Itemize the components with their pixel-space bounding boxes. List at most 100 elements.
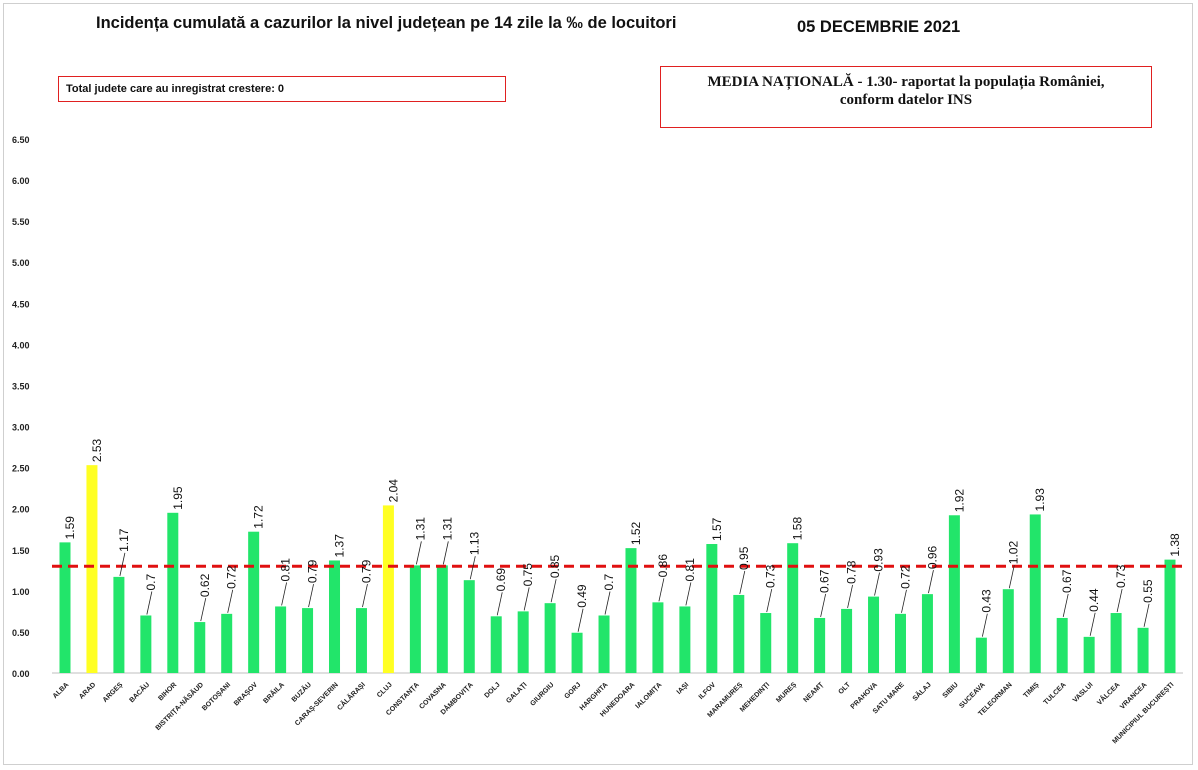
data-label: 1.38 (1168, 533, 1182, 557)
y-tick-label: 3.50 (12, 381, 30, 391)
bar-galați (517, 611, 529, 673)
data-label: 1.02 (1006, 541, 1020, 565)
bar-suceava (975, 637, 987, 673)
bar-neamț (814, 617, 826, 673)
x-tick-label: ARGEȘ (102, 681, 125, 704)
data-label-leader (901, 589, 907, 613)
x-tick-label: CĂLĂRAȘI (335, 680, 367, 712)
data-label-leader (362, 584, 368, 608)
x-tick-label: BACĂU (127, 680, 151, 704)
bar-mehedinți (760, 613, 772, 673)
data-label-leader (658, 578, 665, 602)
bar-dolj (490, 616, 502, 673)
x-tick-label: SĂLAJ (910, 680, 933, 703)
data-label-leader (1089, 612, 1096, 636)
data-label: 0.81 (683, 558, 697, 582)
data-label: 0.44 (1087, 588, 1101, 612)
bar-cluj (382, 505, 394, 673)
data-label-leader (577, 608, 584, 632)
data-label-leader (308, 584, 314, 608)
bar-vaslui (1083, 636, 1095, 673)
x-tick-label: NEAMȚ (802, 681, 825, 704)
data-label: 1.37 (333, 534, 347, 558)
x-tick-label: ARAD (78, 681, 97, 700)
data-label: 0.72 (898, 565, 912, 589)
bar-covasna (436, 565, 448, 673)
bar-ilfov (706, 544, 718, 673)
x-tick-label: DOLJ (483, 681, 501, 699)
data-label: 1.95 (171, 486, 185, 510)
x-tick-label: SIBIU (942, 681, 960, 699)
data-label-leader (469, 556, 476, 580)
data-label: 0.96 (925, 545, 939, 569)
x-tick-label: PRAHOVA (850, 681, 879, 710)
data-label: 0.49 (575, 584, 589, 608)
bar-tulcea (1056, 617, 1068, 673)
y-tick-label: 4.00 (12, 340, 30, 350)
y-tick-label: 4.50 (12, 299, 30, 309)
data-label: 0.43 (979, 589, 993, 613)
bar-iași (679, 606, 691, 673)
bar-sălaj (921, 594, 933, 673)
bar-constanța (409, 565, 421, 673)
x-tick-label: TIMIȘ (1023, 681, 1041, 699)
x-tick-label: VRANCEA (1119, 681, 1148, 710)
data-label-leader (604, 591, 611, 615)
data-label: 0.67 (1060, 569, 1074, 593)
data-label: 0.62 (198, 573, 212, 597)
data-label: 0.67 (818, 569, 832, 593)
bar-călărași (355, 608, 367, 673)
x-tick-label: IAȘI (676, 681, 691, 696)
data-label-leader (1116, 588, 1123, 613)
bar-arad (86, 465, 98, 673)
data-label: 1.59 (63, 516, 77, 540)
x-tick-label: VÂLCEA (1095, 680, 1122, 707)
bar-bacău (140, 615, 152, 673)
data-label-leader (685, 582, 692, 606)
data-label-leader (928, 570, 934, 594)
bar-brașov (248, 531, 260, 673)
data-label: 1.31 (440, 517, 454, 541)
bar-vâlcea (1110, 613, 1122, 673)
x-tick-label: BOTOȘANI (201, 681, 232, 712)
data-label-leader (227, 589, 234, 613)
data-label: 0.81 (279, 558, 293, 582)
bar-buzău (302, 608, 314, 673)
data-label: 0.55 (1141, 579, 1155, 603)
bar-olt (841, 608, 853, 673)
data-label: 1.92 (952, 489, 966, 513)
data-label-leader (119, 552, 126, 576)
bar-hunedoara (625, 548, 637, 673)
y-tick-label: 5.50 (12, 217, 30, 227)
x-tick-label: COVASNA (418, 681, 447, 710)
bar-argeș (113, 576, 125, 673)
bar-municipiul-bucurești (1164, 559, 1176, 673)
bar-brăila (275, 606, 287, 673)
data-label: 0.86 (656, 554, 670, 578)
bar-giurgiu (544, 603, 556, 673)
data-label: 2.04 (386, 479, 400, 503)
x-tick-label: GIURGIU (529, 681, 555, 707)
x-tick-label: BRAȘOV (233, 681, 259, 707)
data-label: 0.69 (494, 568, 508, 592)
bar-vrancea (1137, 627, 1149, 673)
bar-botoșani (221, 613, 233, 673)
data-label: 0.73 (764, 564, 778, 588)
increase-count-box: Total judete care au inregistrat crester… (58, 76, 506, 102)
data-label-leader (200, 597, 207, 622)
data-label: 1.52 (629, 521, 643, 545)
national-average-line1: MEDIA NAȚIONALĂ - 1.30- raportat la popu… (707, 74, 1105, 90)
x-tick-label: BISTRIȚA-NĂSĂUD (153, 680, 205, 732)
x-tick-label: IALOMIȚA (634, 681, 663, 710)
bar-dâmbovița (463, 580, 475, 673)
x-tick-label: ALBA (52, 681, 71, 700)
data-label: 0.78 (845, 560, 859, 584)
bar-bihor (167, 512, 179, 673)
data-label-leader (146, 591, 153, 615)
data-label: 1.13 (467, 531, 481, 555)
bar-bistrița-năsăud (194, 622, 206, 673)
data-label-leader (1008, 565, 1015, 589)
data-label-leader (550, 579, 557, 603)
bar-timiș (1029, 514, 1041, 673)
